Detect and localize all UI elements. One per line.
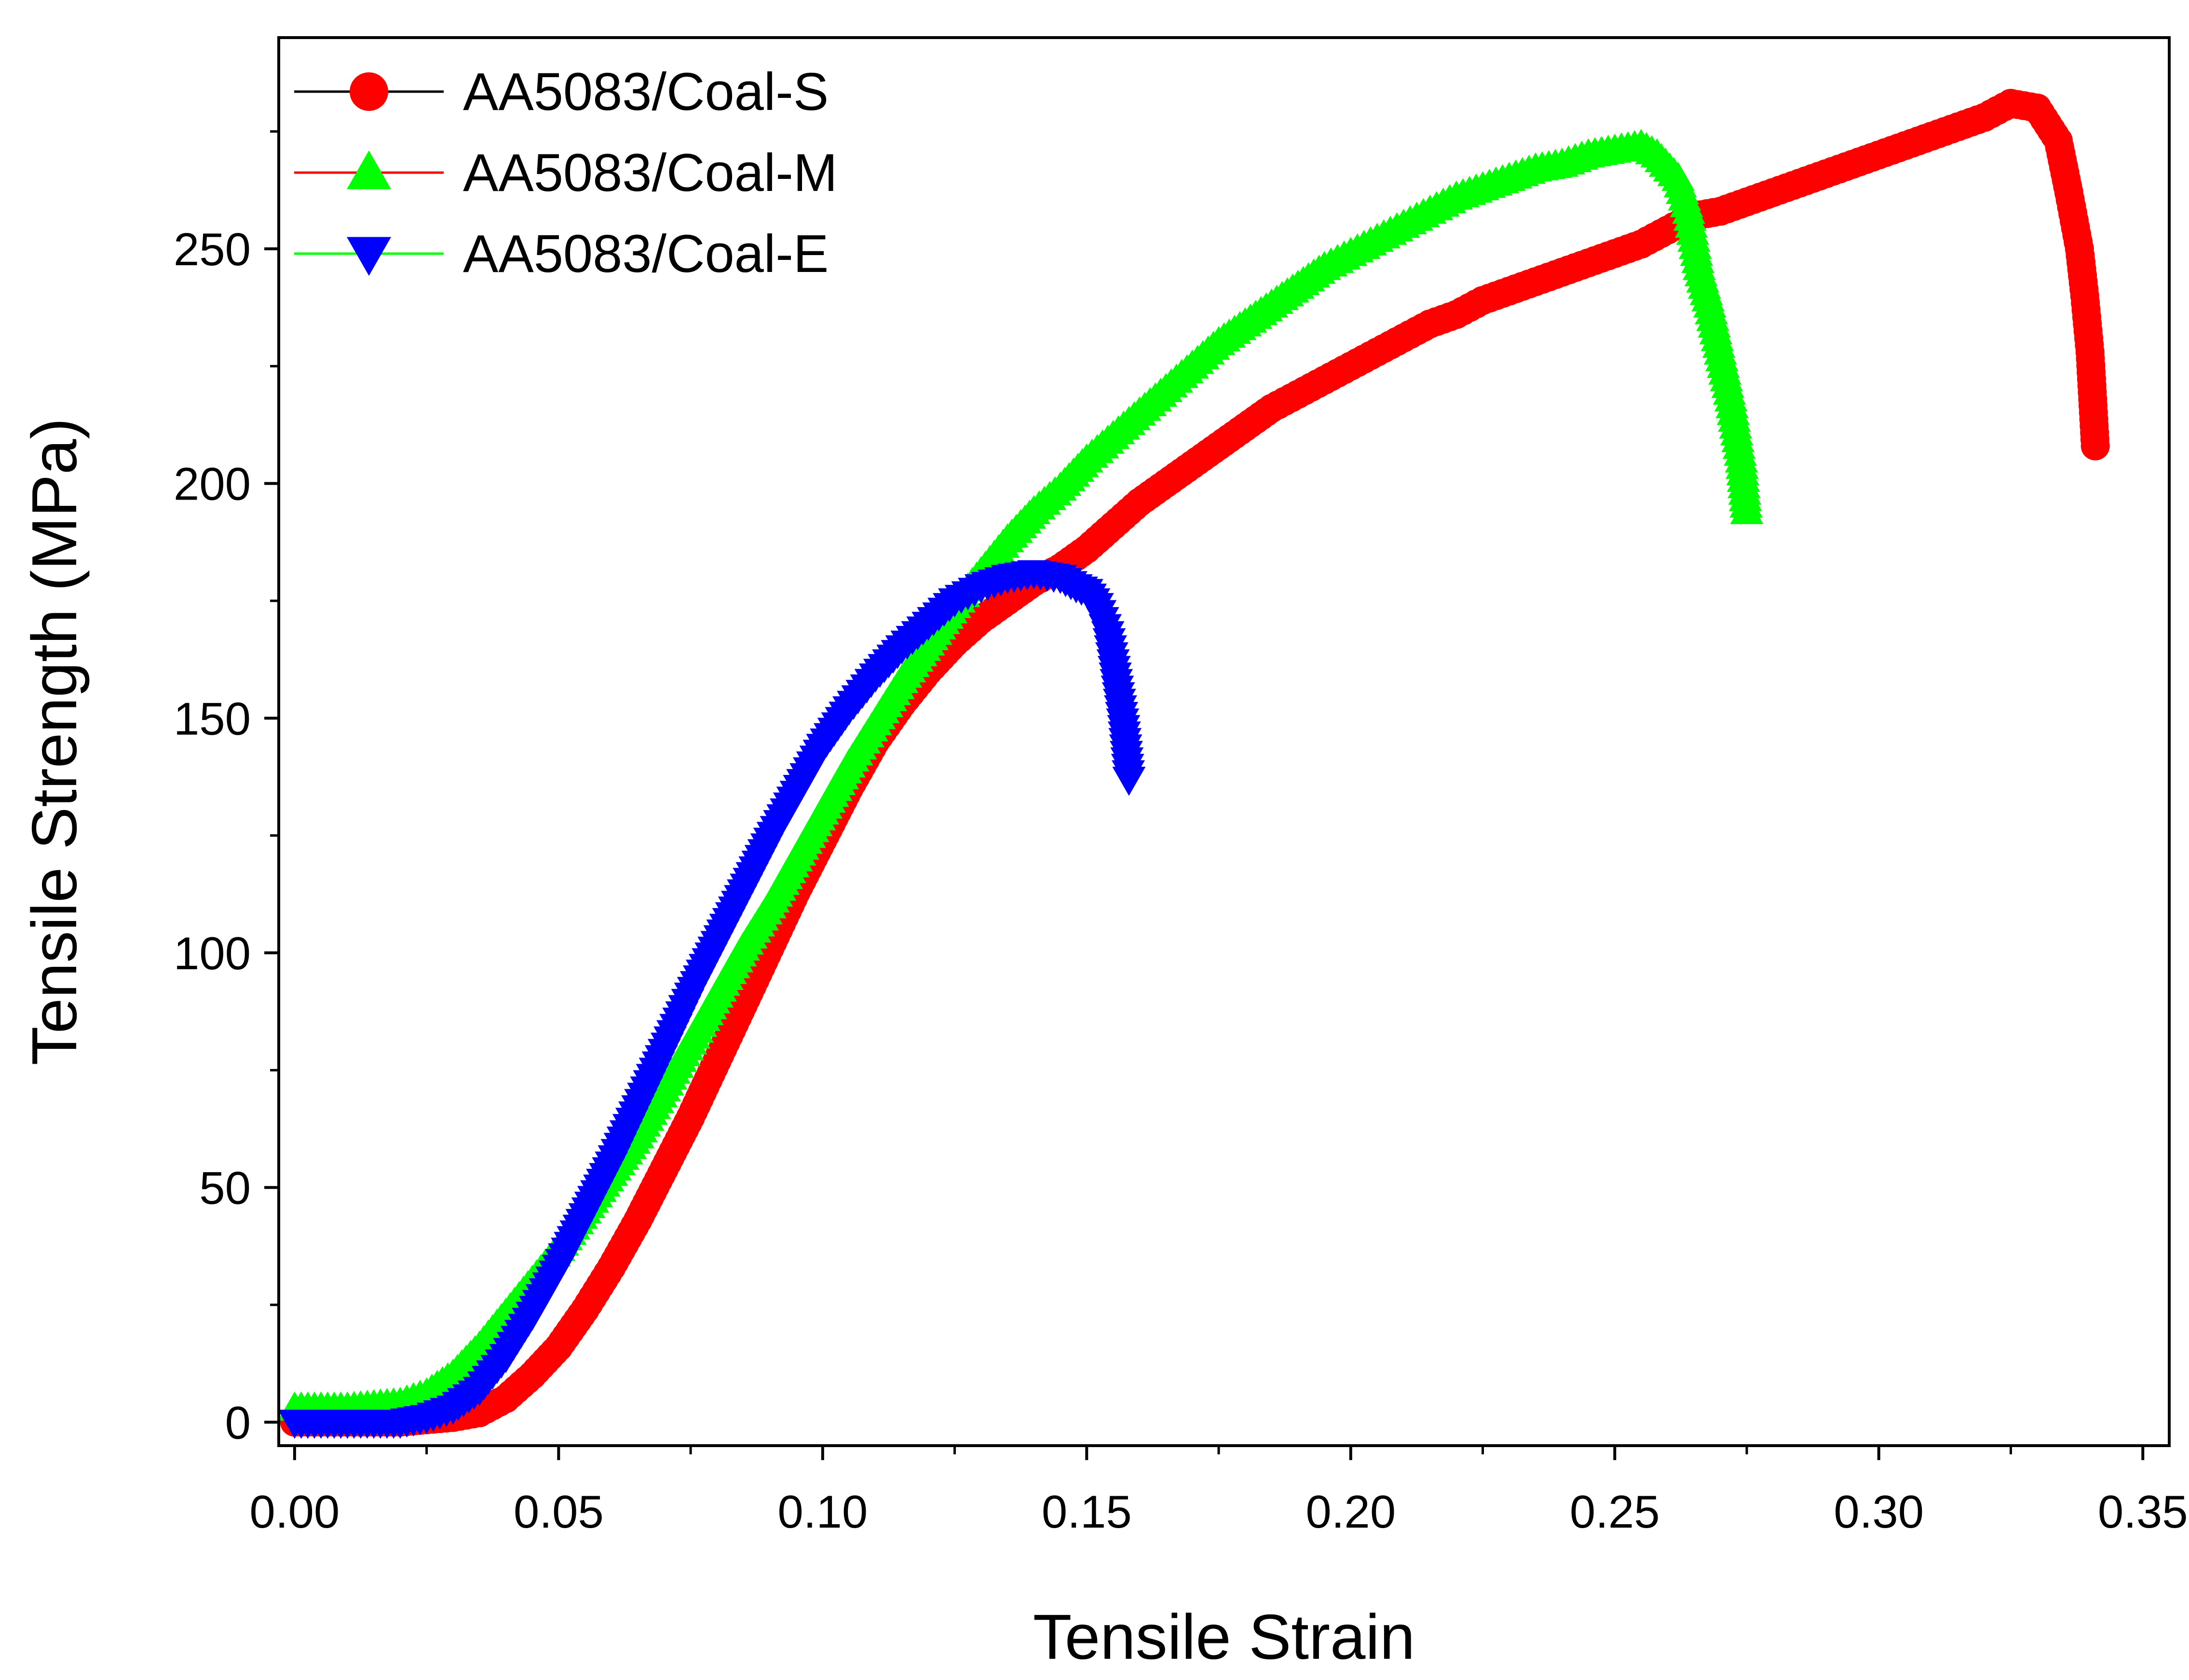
legend-label: AA5083/Coal-E — [463, 224, 829, 284]
legend: AA5083/Coal-S AA5083/Coal-M AA5083/Coal-E — [294, 62, 838, 284]
x-tick-label: 0.15 — [1042, 1486, 1132, 1538]
y-tick-label: 150 — [174, 693, 251, 745]
y-tick-label: 100 — [174, 928, 251, 979]
x-axis-title: Tensile Strain — [1033, 1601, 1415, 1672]
data-marker — [1112, 766, 1146, 796]
plot-frame — [277, 36, 2171, 1447]
y-tick-label: 50 — [199, 1163, 251, 1214]
data-marker — [2080, 431, 2110, 461]
series-layer — [278, 89, 2110, 1439]
legend-label: AA5083/Coal-S — [463, 62, 829, 122]
legend-marker — [347, 150, 391, 190]
data-marker — [1730, 495, 1764, 524]
y-tick-label: 250 — [174, 224, 251, 275]
x-tick-label: 0.05 — [514, 1486, 604, 1538]
y-tick-label: 0 — [225, 1397, 251, 1449]
legend-marker — [350, 72, 388, 111]
x-tick-label: 0.00 — [249, 1486, 340, 1538]
x-tick-label: 0.35 — [2098, 1486, 2188, 1538]
y-axis-title: Tensile Strength (MPa) — [19, 418, 90, 1066]
x-tick-label: 0.10 — [777, 1486, 868, 1538]
x-tick-label: 0.20 — [1305, 1486, 1396, 1538]
x-tick-label: 0.30 — [1834, 1486, 1924, 1538]
legend-marker — [347, 237, 391, 276]
legend-label: AA5083/Coal-M — [463, 143, 838, 203]
series-AA5083/Coal-E — [278, 560, 1146, 1439]
axis-layer: 0.00 0.05 0.10 0.15 0.20 0.25 0.30 0.35 0 50 100 15… — [174, 130, 2188, 1538]
x-tick-label: 0.25 — [1570, 1486, 1660, 1538]
y-tick-label: 200 — [174, 459, 251, 510]
